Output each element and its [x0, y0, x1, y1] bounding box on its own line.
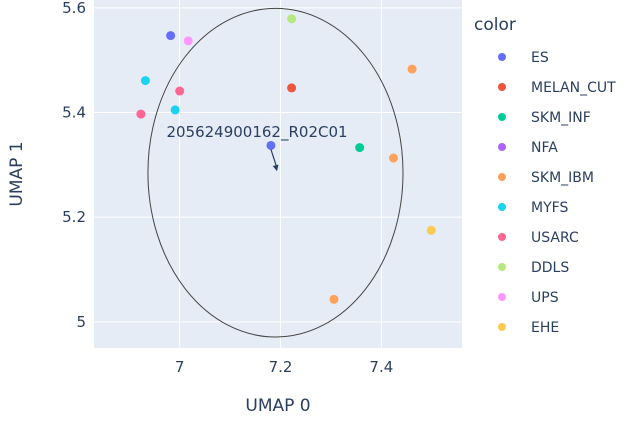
x-tick-label: 7.4 [369, 358, 393, 376]
legend-label: WDLS_DDLS [531, 350, 618, 366]
data-points [136, 14, 436, 304]
data-point[interactable] [355, 143, 365, 153]
legend-entries: ES MELAN_CUT SKM_INF NFA SKM_IBM MYFS USARC DDL… [498, 50, 618, 366]
legend-item[interactable]: ES [498, 50, 549, 66]
legend-item[interactable]: DDLS [498, 260, 569, 276]
legend-label: NFA [531, 140, 558, 156]
legend-label: SKM_INF [531, 110, 591, 126]
y-axis-title: UMAP 1 [7, 141, 27, 206]
legend-label: EHE [531, 320, 559, 336]
data-point[interactable] [175, 86, 185, 96]
grid-lines [94, 0, 462, 348]
legend-item[interactable]: SKM_IBM [498, 170, 594, 186]
annotation-arrow [270, 149, 278, 169]
y-tick-label: 5.2 [62, 208, 86, 226]
x-tick-labels: 7 7.2 7.4 [175, 358, 393, 376]
data-point[interactable] [170, 105, 180, 115]
legend[interactable]: color ES MELAN_CUT SKM_INF NFA SKM_IBM MYFS US… [474, 15, 618, 366]
data-point[interactable] [287, 14, 297, 24]
annotation-arrowhead [272, 164, 279, 172]
data-point[interactable] [140, 76, 150, 86]
y-tick-label: 5.4 [62, 104, 86, 122]
legend-marker [498, 203, 506, 211]
data-point[interactable] [287, 83, 297, 93]
legend-marker [498, 53, 506, 61]
circle-overlay [147, 7, 404, 338]
legend-label: DDLS [531, 260, 569, 276]
y-tick-label: 5.6 [62, 0, 86, 17]
legend-item[interactable]: MYFS [498, 200, 568, 216]
plot-background [94, 0, 462, 348]
data-point[interactable] [407, 64, 417, 74]
legend-label: ES [531, 50, 549, 66]
legend-marker [498, 113, 506, 121]
legend-item[interactable]: SKM_INF [498, 110, 591, 126]
legend-label: MYFS [531, 200, 568, 216]
data-point[interactable] [183, 36, 193, 46]
legend-label: MELAN_CUT [531, 80, 616, 96]
annotation-label: 205624900162_R02C01 [166, 123, 347, 142]
legend-item[interactable]: EHE [498, 320, 559, 336]
legend-marker [498, 173, 506, 181]
legend-marker [498, 293, 506, 301]
x-tick-label: 7 [175, 358, 185, 376]
data-point[interactable] [266, 140, 276, 150]
legend-item[interactable]: MELAN_CUT [498, 80, 616, 96]
y-tick-label: 5 [76, 313, 86, 331]
selection-circle [147, 7, 404, 338]
x-tick-label: 7.2 [269, 358, 293, 376]
legend-item[interactable]: UPS [498, 290, 559, 306]
data-point[interactable] [426, 225, 436, 235]
y-tick-labels: 5 5.2 5.4 5.6 [62, 0, 86, 331]
legend-title: color [474, 15, 516, 35]
legend-marker [498, 353, 506, 361]
data-point[interactable] [166, 31, 176, 41]
legend-label: UPS [531, 290, 559, 306]
legend-marker [498, 233, 506, 241]
legend-marker [498, 323, 506, 331]
annotation: 205624900162_R02C01 [166, 123, 348, 172]
legend-marker [498, 143, 506, 151]
legend-item[interactable]: NFA [498, 140, 558, 156]
data-point[interactable] [388, 153, 398, 163]
legend-item[interactable]: WDLS_DDLS [498, 350, 618, 366]
legend-label: USARC [531, 230, 579, 246]
legend-marker [498, 263, 506, 271]
data-point[interactable] [329, 294, 339, 304]
legend-marker [498, 83, 506, 91]
data-point[interactable] [136, 109, 146, 119]
legend-label: SKM_IBM [531, 170, 594, 186]
legend-item[interactable]: USARC [498, 230, 579, 246]
x-axis-title: UMAP 0 [245, 396, 310, 416]
